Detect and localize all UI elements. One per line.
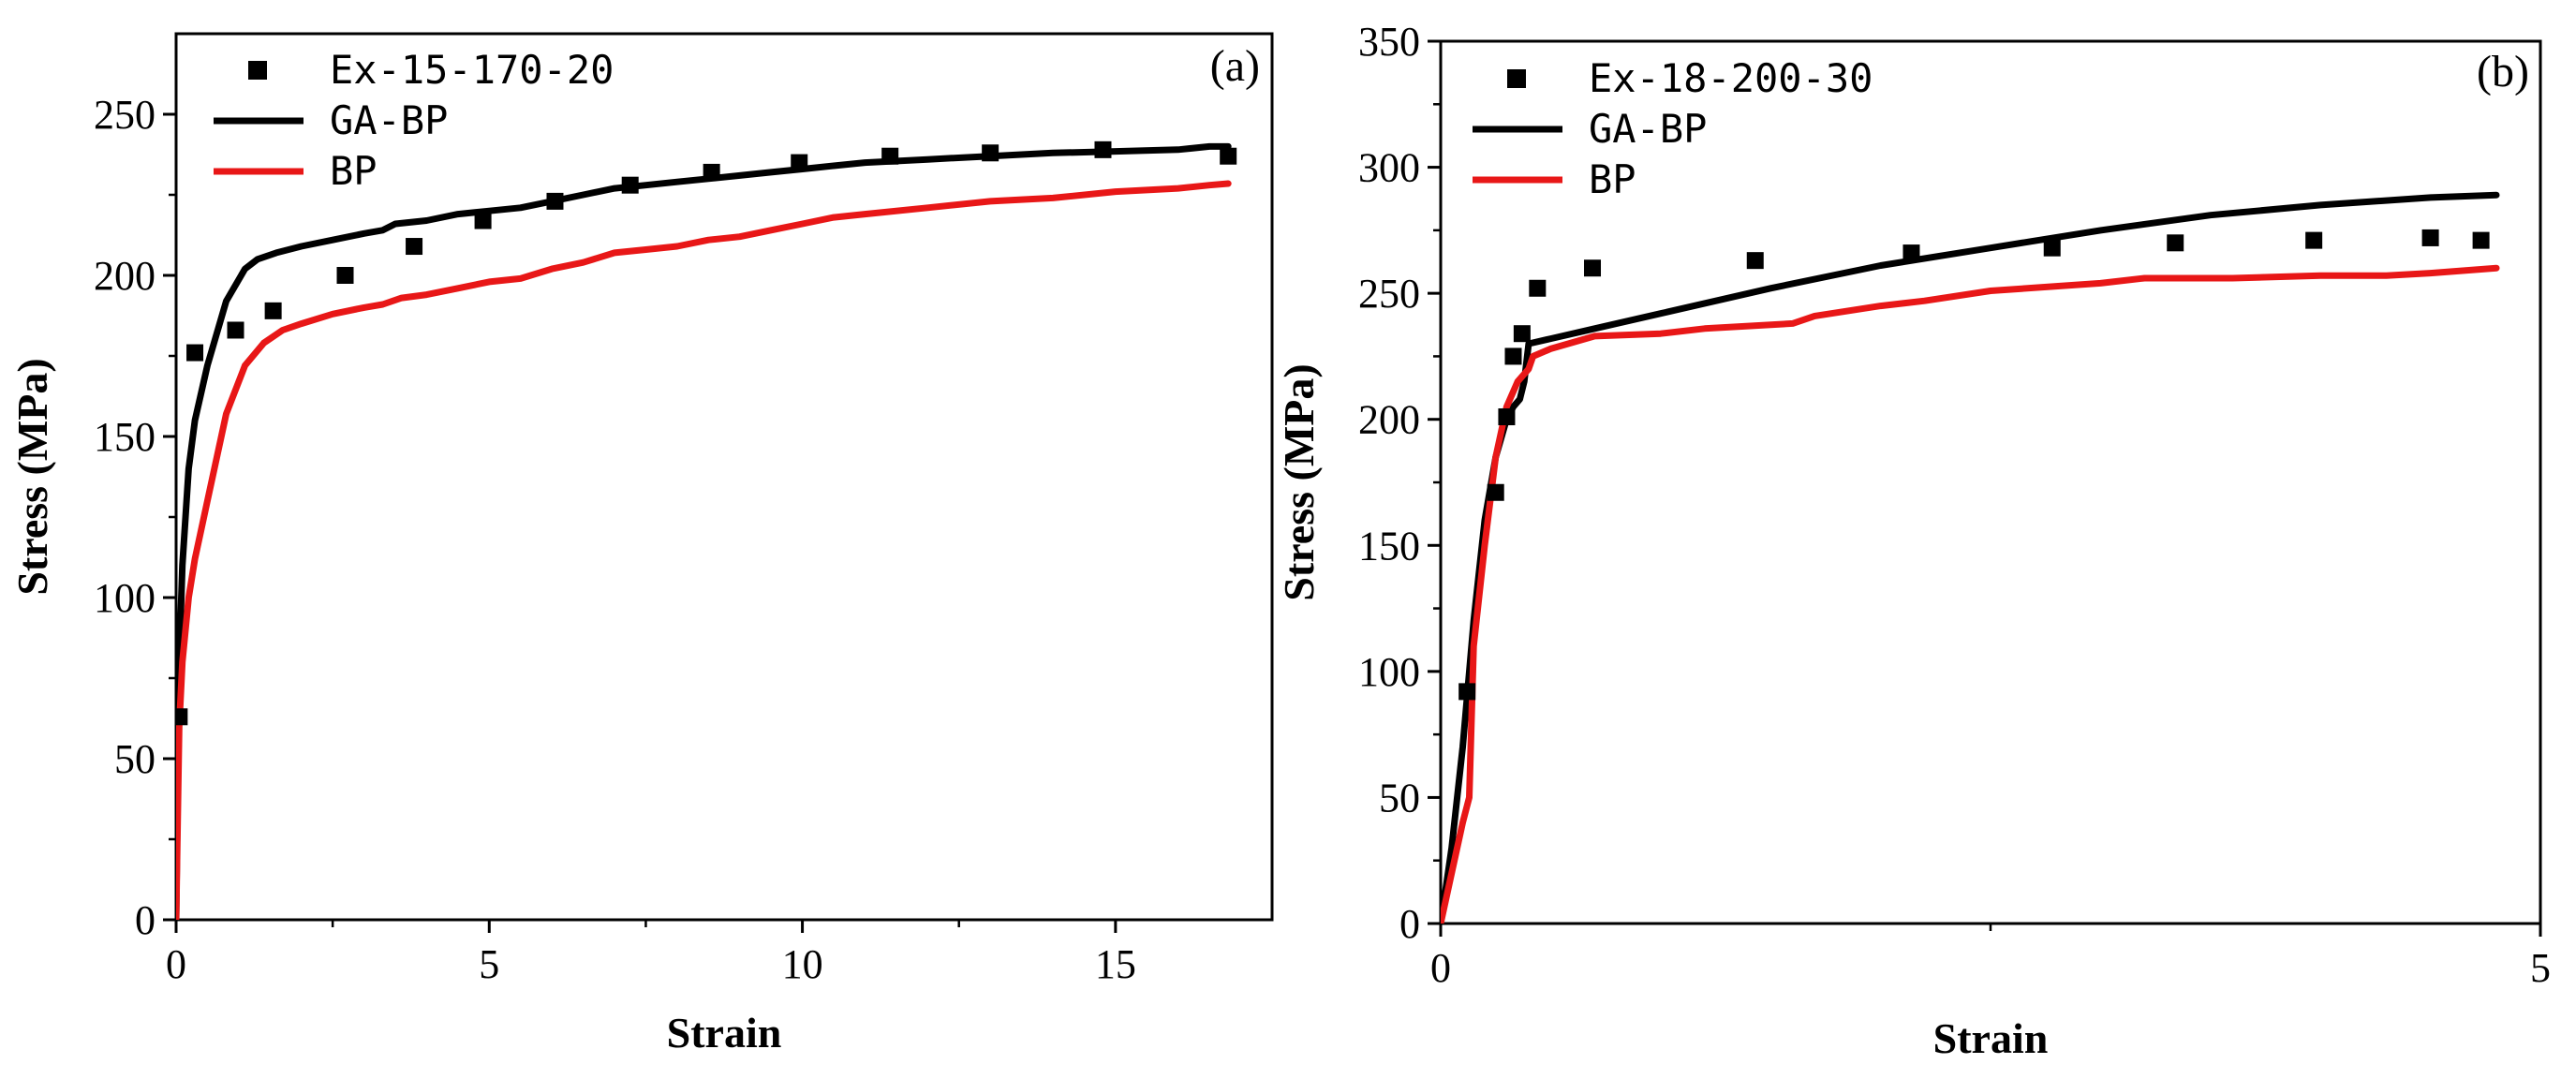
y-tick-label: 100 [1358,649,1420,695]
y-tick-label: 200 [1358,397,1420,443]
data-point [621,176,639,194]
x-tick-label: 10 [782,941,823,987]
x-axis-label: Strain [667,1009,782,1057]
data-point [1220,147,1237,165]
data-point [406,238,423,256]
data-point [1513,325,1531,343]
data-point [186,344,204,362]
data-point [2167,234,2184,252]
x-tick-label: 0 [166,941,186,987]
data-point [474,212,492,229]
data-point [1529,279,1547,297]
data-point [227,321,244,339]
legend-marker [248,61,267,80]
data-point [336,267,354,284]
data-point [791,154,808,171]
data-point [1498,408,1516,426]
legend-label: BP [1589,156,1636,202]
legend-label: BP [330,148,378,194]
series-line-bp [176,180,1232,920]
legend-marker [1507,69,1526,88]
y-axis-label: Stress (MPa) [1275,363,1323,600]
panel-label: (a) [1210,41,1260,91]
x-tick-label: 5 [479,941,499,987]
panel-label: (b) [2477,47,2529,96]
data-point [1902,244,1920,262]
y-tick-label: 150 [1358,523,1420,569]
data-point [703,163,720,181]
series-line-bp [1441,264,2500,924]
data-point [1487,483,1504,501]
data-point [2043,239,2061,257]
y-tick-label: 250 [94,92,155,138]
data-point [1746,252,1764,270]
data-point [2421,229,2439,246]
y-tick-label: 50 [114,736,155,782]
data-point [546,192,564,210]
y-tick-label: 200 [94,253,155,299]
legend-label: GA-BP [330,97,448,143]
data-point [1094,140,1112,158]
y-tick-label: 300 [1358,145,1420,191]
y-tick-label: 250 [1358,271,1420,317]
data-point [881,147,899,165]
x-tick-label: 5 [2530,945,2551,991]
data-point [2305,231,2323,249]
legend-label: Ex-18-200-30 [1589,55,1873,101]
y-tick-label: 100 [94,575,155,621]
x-axis-label: Strain [1933,1014,2049,1062]
plot-area [1441,191,2500,924]
y-tick-label: 350 [1358,19,1420,65]
legend-label: Ex-15-170-20 [330,47,614,93]
plot-frame [174,32,1274,922]
y-tick-label: 50 [1379,775,1420,820]
y-tick-label: 150 [94,414,155,460]
data-point [264,302,282,319]
x-tick-label: 15 [1095,941,1136,987]
data-point [982,144,999,162]
y-tick-label: 0 [1399,901,1420,947]
data-point [176,708,188,726]
data-point [1458,683,1476,701]
plot-area [176,140,1237,920]
legend-label: GA-BP [1589,106,1707,152]
data-point [1584,259,1602,277]
data-point [1504,347,1522,365]
y-tick-label: 0 [135,897,155,943]
data-point [2472,231,2490,249]
series-line-ga-bp [1441,191,2500,924]
y-axis-label: Stress (MPa) [8,358,56,595]
series-line-ga-bp [176,142,1232,920]
x-tick-label: 0 [1430,945,1451,991]
